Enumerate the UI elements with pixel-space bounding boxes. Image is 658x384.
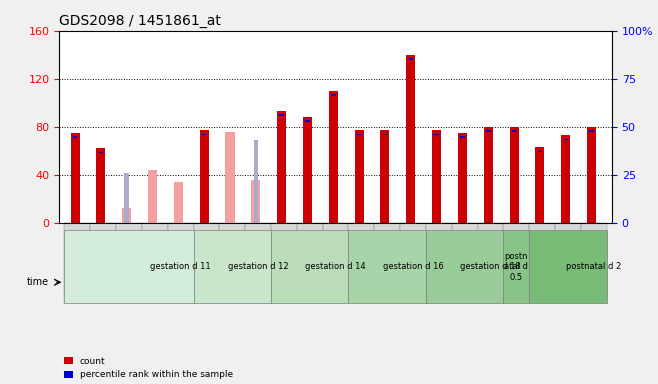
FancyBboxPatch shape [400,223,426,303]
Bar [587,127,596,223]
Bar [536,147,544,223]
Bar [561,135,570,223]
FancyBboxPatch shape [426,230,503,303]
Text: postnatal d 2: postnatal d 2 [567,262,622,271]
Bar [329,91,338,223]
Bar [253,140,258,223]
Text: gestation d 14: gestation d 14 [305,262,366,271]
Bar [486,130,491,131]
Bar [460,136,465,137]
Bar [305,121,310,122]
FancyBboxPatch shape [271,223,297,303]
FancyBboxPatch shape [349,223,374,303]
FancyBboxPatch shape [297,223,322,303]
Bar [432,130,441,223]
Bar [226,131,234,223]
Bar [357,134,361,135]
Bar [409,58,413,60]
Text: postn
atal d
0.5: postn atal d 0.5 [505,252,528,282]
FancyBboxPatch shape [503,223,529,303]
Bar [174,182,183,223]
Bar [148,170,157,223]
FancyBboxPatch shape [193,223,219,303]
Bar [383,134,388,135]
FancyBboxPatch shape [90,223,116,303]
FancyBboxPatch shape [271,230,349,303]
Bar [380,130,390,223]
Bar [280,114,284,116]
Bar [124,173,129,223]
FancyBboxPatch shape [426,223,452,303]
Bar [331,94,336,96]
FancyBboxPatch shape [142,223,168,303]
FancyBboxPatch shape [64,223,90,303]
FancyBboxPatch shape [478,223,503,303]
FancyBboxPatch shape [116,223,142,303]
Text: gestation d 12: gestation d 12 [228,262,288,271]
FancyBboxPatch shape [555,223,581,303]
Bar [122,208,131,223]
Bar [509,127,519,223]
Legend: count, percentile rank within the sample, value, Detection Call = ABSENT, rank, : count, percentile rank within the sample… [64,357,233,384]
Bar [70,133,80,223]
Bar [303,117,312,223]
FancyBboxPatch shape [168,223,193,303]
Bar [202,134,207,135]
FancyBboxPatch shape [581,223,607,303]
Bar [458,133,467,223]
FancyBboxPatch shape [529,223,555,303]
FancyBboxPatch shape [529,230,607,303]
FancyBboxPatch shape [452,223,478,303]
Bar [484,127,493,223]
Bar [538,151,542,152]
Text: gestation d 16: gestation d 16 [383,262,443,271]
Bar [251,180,261,223]
Bar [590,130,594,131]
Text: gestation d 18: gestation d 18 [460,262,521,271]
FancyBboxPatch shape [245,223,271,303]
FancyBboxPatch shape [193,230,271,303]
Bar [406,55,415,223]
Bar [277,111,286,223]
Bar [96,148,105,223]
FancyBboxPatch shape [349,230,426,303]
Bar [355,130,364,223]
FancyBboxPatch shape [374,223,400,303]
FancyBboxPatch shape [322,223,349,303]
FancyBboxPatch shape [64,230,193,303]
Text: GDS2098 / 1451861_at: GDS2098 / 1451861_at [59,14,221,28]
Bar [563,139,568,140]
FancyBboxPatch shape [219,223,245,303]
Bar [73,136,77,137]
Bar [512,130,517,131]
Text: gestation d 11: gestation d 11 [150,262,211,271]
Bar [99,152,103,153]
Bar [434,134,439,135]
FancyBboxPatch shape [503,230,529,303]
Text: time: time [27,277,49,287]
Bar [199,130,209,223]
